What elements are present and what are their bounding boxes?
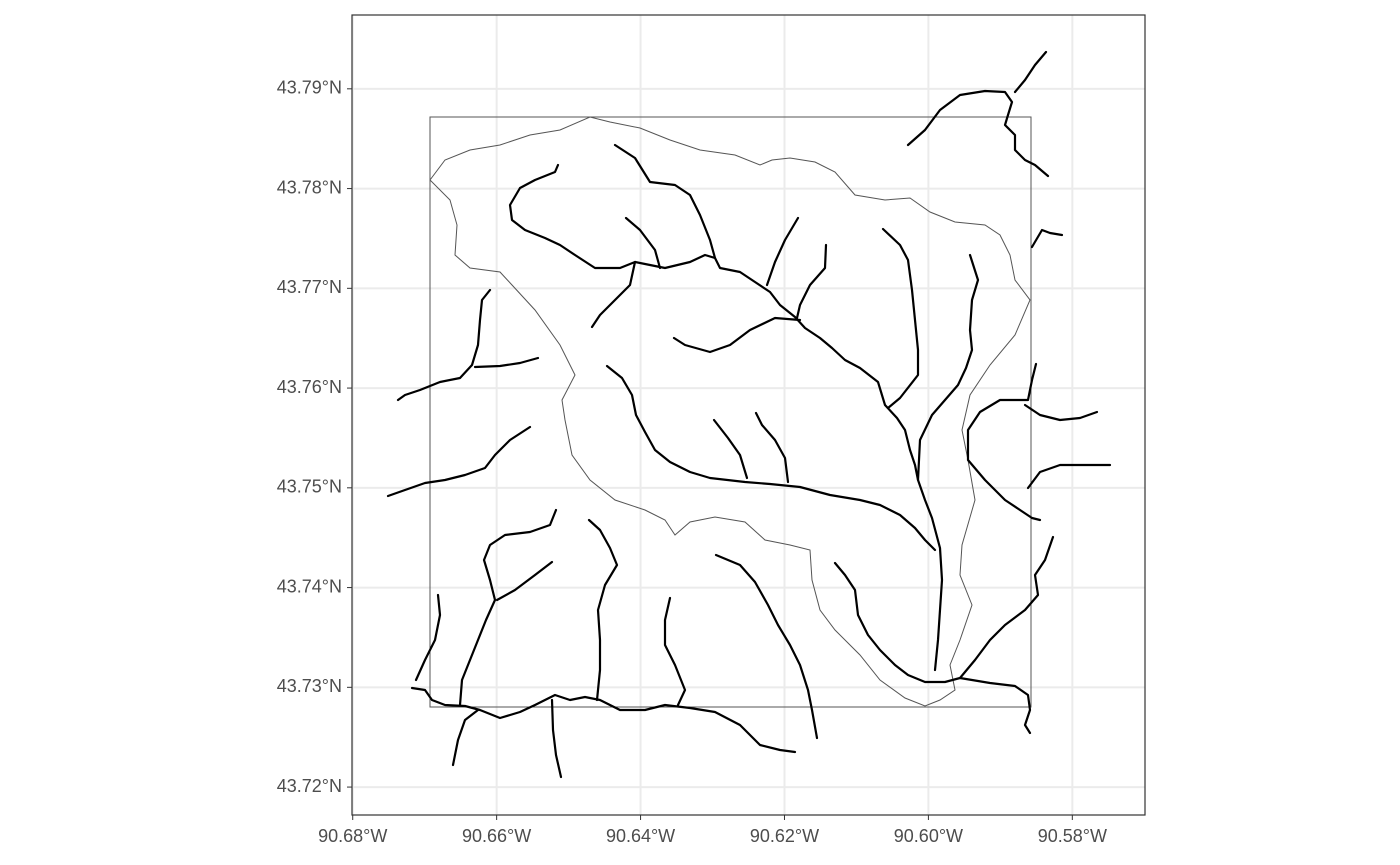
x-tick-label: 90.58°W — [1038, 826, 1107, 846]
y-tick-label: 43.77°N — [277, 277, 342, 297]
stream — [958, 676, 1032, 735]
stream — [754, 411, 790, 484]
stream — [590, 260, 637, 329]
stream — [410, 686, 797, 754]
stream — [1026, 463, 1112, 490]
stream — [624, 216, 662, 270]
axes: 90.68°W 90.66°W 90.64°W 90.62°W 90.60°W 90.58… — [277, 78, 1107, 846]
x-tick-label: 90.60°W — [894, 826, 963, 846]
stream — [916, 253, 980, 482]
stream — [881, 227, 920, 410]
stream — [587, 518, 619, 702]
stream — [414, 593, 442, 682]
x-tick-label: 90.64°W — [606, 826, 675, 846]
stream — [795, 243, 828, 320]
stream — [508, 163, 944, 672]
stream — [966, 362, 1042, 522]
stream — [714, 553, 819, 740]
y-tick-label: 43.72°N — [277, 776, 342, 796]
stream — [1030, 228, 1064, 249]
stream — [451, 708, 480, 767]
watershed-boundary — [429, 116, 1031, 707]
stream — [765, 216, 800, 287]
stream — [458, 508, 558, 707]
stream — [605, 364, 937, 552]
stream — [833, 535, 1055, 684]
map-layers — [386, 50, 1112, 779]
grid — [351, 15, 1145, 815]
stream — [613, 143, 717, 260]
panel-border — [351, 14, 1146, 816]
stream — [495, 560, 554, 602]
y-tick-label: 43.73°N — [277, 676, 342, 696]
x-tick-label: 90.62°W — [750, 826, 819, 846]
stream — [1013, 50, 1048, 94]
stream — [550, 698, 563, 779]
stream — [386, 425, 532, 498]
stream — [906, 89, 1050, 178]
stream — [663, 596, 687, 707]
y-tick-label: 43.75°N — [277, 477, 342, 497]
stream — [1023, 403, 1099, 422]
stream — [396, 288, 492, 402]
bounding-box — [429, 116, 1032, 708]
x-tick-label: 90.66°W — [462, 826, 531, 846]
stream — [473, 356, 540, 369]
y-tick-label: 43.78°N — [277, 177, 342, 197]
x-tick-label: 90.68°W — [318, 826, 387, 846]
y-tick-label: 43.74°N — [277, 576, 342, 596]
y-tick-label: 43.76°N — [277, 377, 342, 397]
y-tick-label: 43.79°N — [277, 78, 342, 98]
stream — [672, 316, 802, 354]
stream — [712, 418, 749, 480]
streams — [386, 50, 1112, 779]
